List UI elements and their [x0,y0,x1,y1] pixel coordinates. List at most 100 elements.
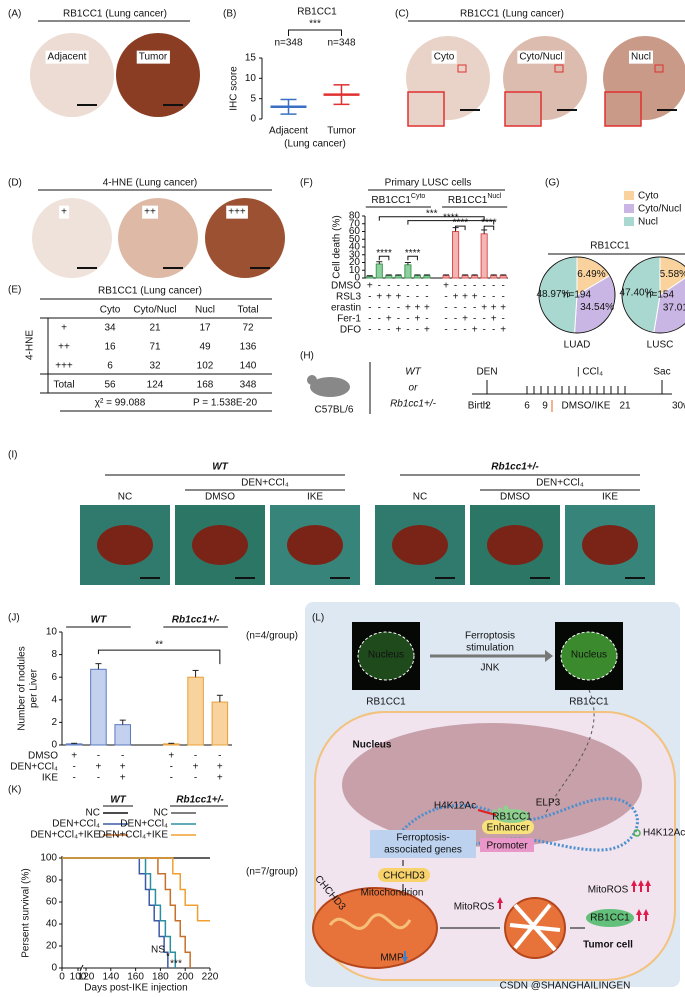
table-header: Total [237,305,258,316]
y-tick-label: 5 [250,93,256,104]
condition-sign: + [193,762,199,773]
y-tick-label: 20 [46,941,58,952]
mmp-label: MMP [380,953,404,964]
x-axis-label: Days post-IKE injection [84,983,187,994]
y-tick-label: 80 [46,875,58,886]
image-label: Adjacent [48,52,87,63]
zoom-box [654,64,664,73]
y-tick-label: 100 [40,853,57,864]
condition-sign: - [492,281,495,292]
y-tick-label: 10 [46,627,58,638]
table-cell: +++ [55,361,73,372]
condition-sign: + [96,762,102,773]
ros-label: MitoROS [454,902,495,913]
y-tick-label: 40 [46,919,58,930]
legend-swatch [624,217,634,226]
y-tick-label: 0 [250,114,256,125]
panel-title: 4-HNE (Lung cancer) [103,178,197,189]
bar [163,743,180,746]
condition-sign: - [406,281,409,292]
condition-sign: - [482,292,485,303]
label-box [136,50,170,64]
condition-sign: - [416,281,419,292]
nucleus [342,723,642,847]
condition-sign: - [368,303,371,314]
panel-letter: (D) [8,178,22,189]
condition-sign: + [395,292,401,303]
panel-letter: (F) [300,178,313,189]
label-box [628,50,654,64]
n-label: n=348 [327,38,356,49]
bar [65,743,83,746]
cristae [328,913,412,930]
tissue-image [116,33,200,117]
image-label: + [61,207,67,218]
condition-label: IKE [42,773,58,784]
condition-sign: - [444,325,447,336]
condition-sign: - [502,281,505,292]
label-box [226,205,248,219]
nucleus-label: Nucleus [368,650,404,661]
legend-marker [633,829,641,837]
bar [211,701,229,746]
note: (n=4/group) [246,631,298,642]
table-cell: 102 [197,361,214,372]
condition-label: DFO [340,325,361,336]
condition-sign: - [454,325,457,336]
stat: χ² = 99.088 [95,398,146,409]
y-tick-label: 15 [245,53,257,64]
panel-letter: (J) [8,613,20,624]
condition-sign: + [405,303,411,314]
table-cell: Total [53,380,74,391]
condition-sign: + [415,314,421,325]
condition-sign: - [482,281,485,292]
panel-title: RB1CC1 (Lung cancer) [460,9,564,20]
condition-label: DMSO [28,751,58,762]
image-label: NC [413,492,427,503]
image-label: +++ [228,207,246,218]
legend-label: NC [154,808,168,819]
y-axis-label: Persent survival (%) [21,868,32,957]
treatment: DEN+CCl₄ [536,478,584,489]
treatment: DMSO/IKE [562,401,611,412]
significance: NS [151,945,165,956]
x-tick-label: Tumor [327,126,356,137]
genotype: or [409,383,419,394]
value-label: 16.49% [572,269,606,280]
condition-sign: + [424,303,430,314]
pie-label: LUSC [647,340,674,351]
condition-sign: + [217,762,223,773]
condition-sign: - [492,292,495,303]
condition-label: erastin [331,303,361,314]
significance: *** [309,19,321,30]
condition-sign: - [170,773,173,784]
bar [442,275,450,279]
group-name: RB1CC1 [371,195,411,206]
axis-break [79,964,84,972]
table-header: Cyto/Nucl [133,305,176,316]
panel-letter: (I) [8,450,17,461]
condition-sign: + [71,751,77,762]
condition-sign: + [500,325,506,336]
condition-sign: - [425,314,428,325]
table-cell: 32 [149,361,161,372]
panel-letter: (A) [8,9,21,20]
strain: C57BL/6 [315,405,354,416]
legend-title: Rb1cc1+/- [176,795,224,806]
value-label: 37.01% [663,302,685,313]
condition-sign: - [425,292,428,303]
y-axis-label: Number of nodules [17,646,28,731]
zoom-box [554,64,564,73]
table-cell: + [61,323,67,334]
condition-sign: + [168,751,174,762]
timeline-label: 6 [524,401,530,412]
condition-sign: + [217,773,223,784]
survival-line [62,857,191,968]
nucleus-label: Nucleus [353,740,392,751]
timeline-label: 30weeks [672,401,685,412]
table-title: RB1CC1 (Lung cancer) [98,286,202,297]
condition-sign: + [443,281,449,292]
y-axis-label: Cell death (%) [332,215,343,278]
condition-sign: - [194,773,197,784]
y-tick-label: 70 [349,218,361,229]
